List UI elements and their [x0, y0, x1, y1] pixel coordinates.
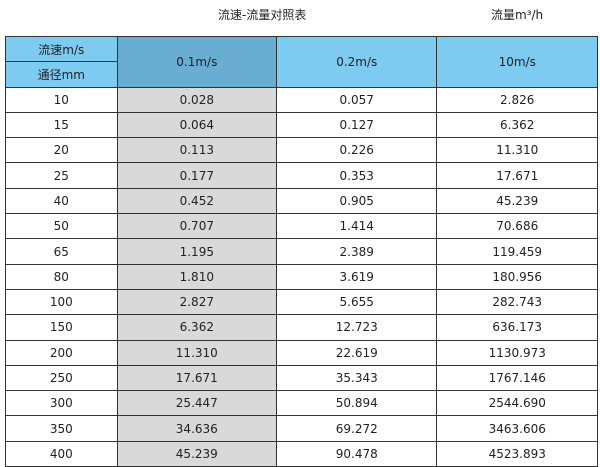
- diameter-cell: 200: [5, 339, 118, 366]
- flow-cell: 0.057: [276, 86, 438, 113]
- flow-cell: 3.619: [276, 263, 438, 290]
- flow-cell: 50.894: [276, 390, 438, 417]
- diameter-cell: 10: [5, 86, 118, 113]
- flow-cell: 1.810: [116, 263, 278, 290]
- table-row: 15 0.064 0.127 6.362: [5, 111, 598, 139]
- flow-cell: 0.707: [116, 213, 278, 240]
- flow-cell: 0.353: [276, 162, 438, 189]
- flow-cell: 69.272: [276, 415, 438, 442]
- diameter-cell: 20: [5, 137, 118, 164]
- diameter-cell: 80: [5, 263, 118, 290]
- table-row: 300 25.447 50.894 2544.690: [5, 390, 598, 417]
- flow-cell: 3463.606: [436, 415, 598, 442]
- flow-cell: 0.452: [116, 187, 278, 215]
- table-row: 150 6.362 12.723 636.173: [5, 314, 598, 341]
- table-row: 25 0.177 0.353 17.671: [5, 162, 598, 189]
- flow-cell: 1130.973: [436, 339, 598, 366]
- diameter-cell: 15: [5, 111, 118, 139]
- flow-cell: 2544.690: [436, 390, 598, 417]
- diameter-label: 通径mm: [5, 61, 118, 88]
- flow-cell: 45.239: [436, 187, 598, 215]
- table-row: 20 0.113 0.226 11.310: [5, 137, 598, 164]
- flow-cell: 90.478: [276, 440, 438, 467]
- diameter-cell: 40: [5, 187, 118, 215]
- flow-cell: 17.671: [116, 364, 278, 392]
- table-row: 40 0.452 0.905 45.239: [5, 187, 598, 215]
- table-row: 65 1.195 2.389 119.459: [5, 238, 598, 265]
- table-row: 100 2.827 5.655 282.743: [5, 288, 598, 316]
- flow-cell: 35.343: [276, 364, 438, 392]
- diameter-cell: 50: [5, 213, 118, 240]
- flow-cell: 45.239: [116, 440, 278, 467]
- diameter-cell: 25: [5, 162, 118, 189]
- diameter-cell: 100: [5, 288, 118, 316]
- flow-cell: 4523.893: [436, 440, 598, 467]
- column-header: 0.2m/s: [276, 36, 438, 88]
- flow-cell: 6.362: [436, 111, 598, 139]
- flow-cell: 0.226: [276, 137, 438, 164]
- flow-cell: 6.362: [116, 314, 278, 341]
- flow-cell: 180.956: [436, 263, 598, 290]
- flow-cell: 11.310: [436, 137, 598, 164]
- diameter-cell: 350: [5, 415, 118, 442]
- flow-cell: 0.905: [276, 187, 438, 215]
- diameter-cell: 150: [5, 314, 118, 341]
- column-header: 10m/s: [436, 36, 598, 88]
- flow-cell: 11.310: [116, 339, 278, 366]
- flow-cell: 22.619: [276, 339, 438, 366]
- flow-cell: 636.173: [436, 314, 598, 341]
- flow-cell: 1767.146: [436, 364, 598, 392]
- unit-label: 流量m³/h: [491, 8, 544, 22]
- table-row: 250 17.671 35.343 1767.146: [5, 364, 598, 392]
- table-row: 80 1.810 3.619 180.956: [5, 263, 598, 290]
- diameter-cell: 300: [5, 390, 118, 417]
- diameter-cell: 65: [5, 238, 118, 265]
- flow-cell: 2.389: [276, 238, 438, 265]
- flow-cell: 1.195: [116, 238, 278, 265]
- flow-cell: 70.686: [436, 213, 598, 240]
- diameter-cell: 250: [5, 364, 118, 392]
- flow-cell: 0.064: [116, 111, 278, 139]
- flow-cell: 119.459: [436, 238, 598, 265]
- table-row: 10 0.028 0.057 2.826: [5, 86, 598, 113]
- flow-cell: 1.414: [276, 213, 438, 240]
- flow-cell: 2.826: [436, 86, 598, 113]
- velocity-label: 流速m/s: [5, 35, 118, 63]
- flow-cell: 5.655: [276, 288, 438, 316]
- flow-cell: 17.671: [436, 162, 598, 189]
- header-row: 通径mm: [5, 61, 598, 88]
- flow-cell: 0.177: [116, 162, 278, 189]
- table-row: 200 11.310 22.619 1130.973: [5, 339, 598, 366]
- flow-cell: 0.028: [116, 86, 278, 113]
- diameter-cell: 400: [5, 440, 118, 467]
- flow-cell: 34.636: [116, 415, 278, 442]
- flow-cell: 0.127: [276, 111, 438, 139]
- flow-cell: 25.447: [116, 390, 278, 417]
- header-row: 流速m/s 0.1m/s 0.2m/s 10m/s: [5, 35, 598, 88]
- flow-cell: 282.743: [436, 288, 598, 316]
- column-header: 0.1m/s: [116, 36, 278, 88]
- table-title: 流速-流量对照表: [218, 8, 307, 22]
- table-row: 50 0.707 1.414 70.686: [5, 213, 598, 240]
- flow-cell: 0.113: [116, 137, 278, 164]
- flow-table: 流速m/s 0.1m/s 0.2m/s 10m/s 通径mm 10 0.028 0.…: [5, 35, 598, 467]
- table-row: 400 45.239 90.478 4523.893: [5, 440, 598, 467]
- flow-cell: 2.827: [116, 288, 278, 316]
- table-row: 350 34.636 69.272 3463.606: [5, 415, 598, 442]
- flow-cell: 12.723: [276, 314, 438, 341]
